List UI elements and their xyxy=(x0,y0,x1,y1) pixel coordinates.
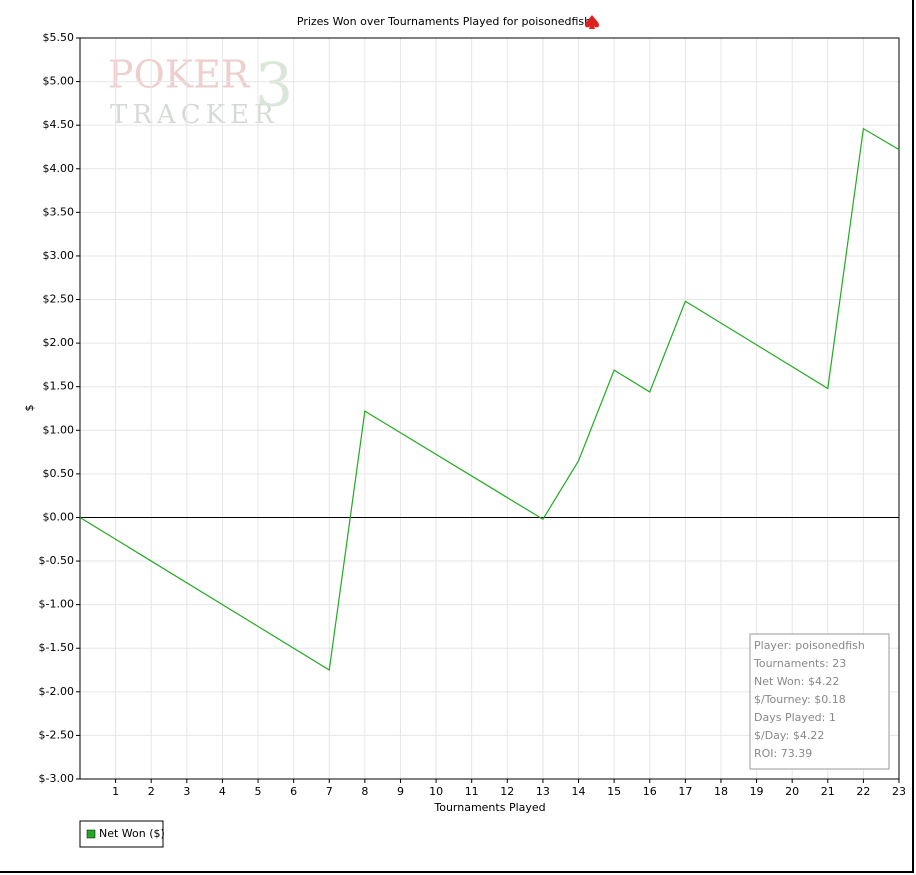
info-line: $/Day: $4.22 xyxy=(754,729,824,742)
y-tick-label: $1.50 xyxy=(43,380,75,393)
x-tick-label: 3 xyxy=(183,785,190,798)
legend-label: Net Won ($) xyxy=(99,827,165,840)
x-tick-label: 6 xyxy=(290,785,297,798)
y-tick-label: $-1.50 xyxy=(39,641,74,654)
info-line: Tournaments: 23 xyxy=(753,657,846,670)
x-tick-label: 22 xyxy=(856,785,870,798)
y-tick-label: $5.00 xyxy=(43,75,75,88)
x-tick-label: 9 xyxy=(397,785,404,798)
plot-border xyxy=(79,37,900,780)
info-line: Days Played: 1 xyxy=(754,711,836,724)
x-tick-label: 23 xyxy=(892,785,906,798)
legend: Net Won ($) xyxy=(79,820,165,848)
x-tick-label: 5 xyxy=(255,785,262,798)
x-tick-label: 12 xyxy=(500,785,514,798)
watermark-line: 3 xyxy=(255,51,293,121)
x-tick-label: 14 xyxy=(572,785,586,798)
y-tick-label: $-2.50 xyxy=(39,728,74,741)
y-tick-label: $3.00 xyxy=(43,249,75,262)
y-tick-label: $-3.00 xyxy=(39,772,74,785)
x-tick-label: 15 xyxy=(607,785,621,798)
info-box-frame xyxy=(749,633,890,770)
x-tick-label: 20 xyxy=(785,785,799,798)
y-tick-label: $2.00 xyxy=(43,336,75,349)
info-line: ROI: 73.39 xyxy=(754,747,812,760)
x-tick-label: 18 xyxy=(714,785,728,798)
info-line: $/Tourney: $0.18 xyxy=(754,693,846,706)
info-line: Net Won: $4.22 xyxy=(754,675,839,688)
x-tick-label: 1 xyxy=(112,785,119,798)
x-axis-label: Tournaments Played xyxy=(433,801,545,814)
info-box: Player: poisonedfish Tournaments: 23 Net W… xyxy=(749,633,890,770)
x-tick-label: 8 xyxy=(361,785,368,798)
chart-title: Prizes Won over Tournaments Played for p… xyxy=(297,15,591,28)
y-tick-label: $4.50 xyxy=(43,118,75,131)
y-axis-label: $ xyxy=(23,405,36,412)
x-tick-label: 17 xyxy=(678,785,692,798)
watermark: POKER TRACKER 3 xyxy=(108,51,293,130)
info-line: Player: poisonedfish xyxy=(754,639,865,652)
y-tick-label: $4.00 xyxy=(43,162,75,175)
watermark-line: POKER xyxy=(108,53,251,97)
y-tick-label: $3.50 xyxy=(43,205,75,218)
y-tick-label: $0.00 xyxy=(43,510,75,523)
spade-icon xyxy=(585,15,599,29)
legend-swatch xyxy=(86,829,96,839)
y-tick-label: $-1.00 xyxy=(39,598,74,611)
x-tick-label: 10 xyxy=(429,785,443,798)
y-tick-label: $5.50 xyxy=(43,31,75,44)
x-tick-label: 13 xyxy=(536,785,550,798)
x-tick-label: 7 xyxy=(326,785,333,798)
x-tick-label: 11 xyxy=(465,785,479,798)
x-tick-label: 19 xyxy=(750,785,764,798)
x-tick-label: 4 xyxy=(219,785,226,798)
x-tick-label: 21 xyxy=(821,785,835,798)
y-tick-label: $2.50 xyxy=(43,293,75,306)
x-tick-label: 2 xyxy=(148,785,155,798)
y-tick-label: $0.50 xyxy=(43,467,75,480)
x-tick-label: 16 xyxy=(643,785,657,798)
y-tick-label: $1.00 xyxy=(43,423,75,436)
y-tick-label: $-2.00 xyxy=(39,685,74,698)
y-tick-label: $-0.50 xyxy=(39,554,74,567)
line-series xyxy=(79,127,900,672)
